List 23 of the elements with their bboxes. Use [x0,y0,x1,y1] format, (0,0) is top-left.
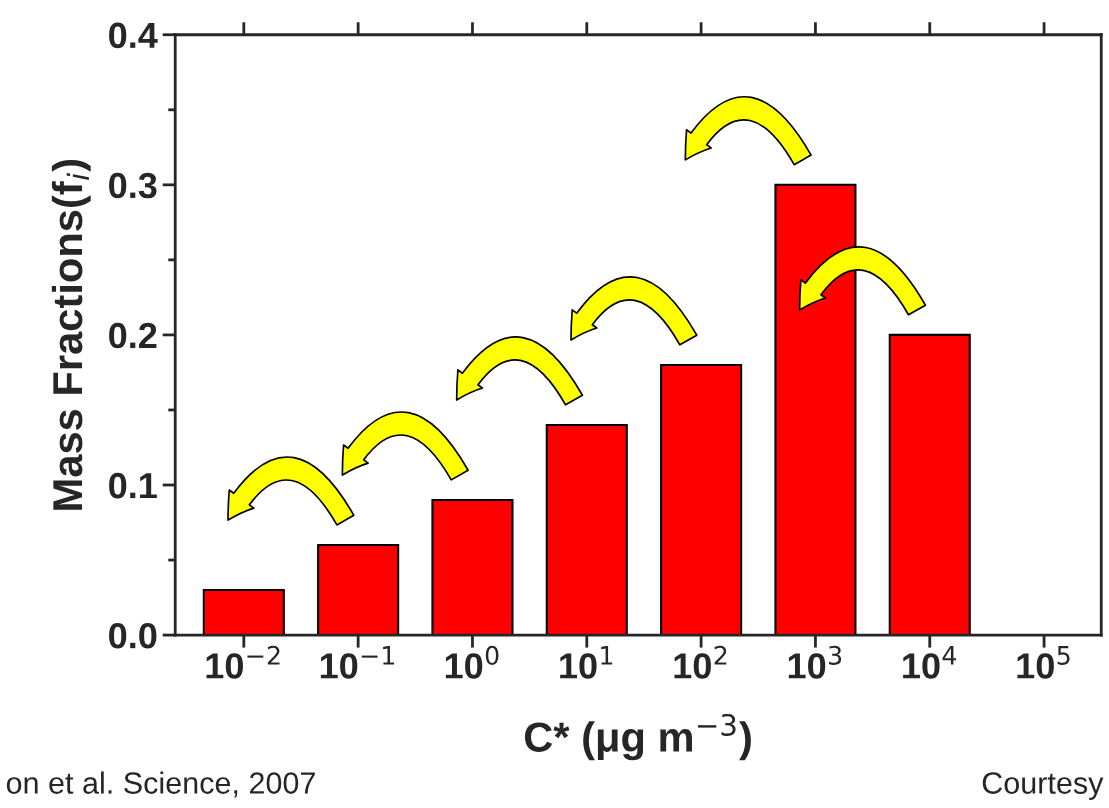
x-tick-label: 10$^{3}$ [788,645,842,679]
x-tick-label: 10$^{1}$ [560,646,613,679]
bar [317,544,400,636]
y-tick-label: 0.2 [109,322,157,349]
y-tick-label: 0.0 [109,622,157,649]
y-tick-label: 0.4 [109,22,158,49]
y-tick-label: 0.3 [109,172,157,199]
y-axis-title: Mass Fractions(f$_{i}$) [51,159,91,510]
x-tick-label: 10$^{5}$ [1017,646,1070,679]
x-tick-label: 10$^{2}$ [674,645,727,679]
y-tick-label: 0.1 [109,472,157,499]
x-tick-label: 10$^{4}$ [903,646,957,679]
bar [431,498,514,636]
bar [545,423,628,636]
bar [888,333,971,636]
text: on et al. Science, 2007 [6,771,315,798]
x-axis-title: C* (μg m$^{−3}$) [524,713,751,761]
x-tick-label: 10$^{−2}$ [206,645,280,679]
bar [660,363,743,636]
x-tick-label: 10$^{0}$ [445,645,499,679]
text: Courtesy [982,772,1104,800]
bar [202,589,285,636]
x-tick-label: 10$^{−1}$ [320,646,395,679]
